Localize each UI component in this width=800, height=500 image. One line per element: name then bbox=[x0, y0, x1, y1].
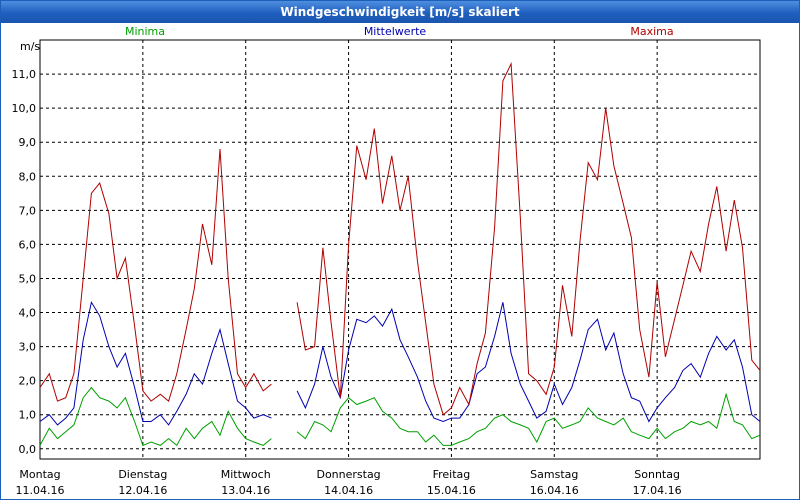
x-tick-day: Freitag bbox=[433, 468, 471, 481]
y-tick-label: 4,0 bbox=[19, 307, 37, 320]
x-tick-day: Mittwoch bbox=[221, 468, 271, 481]
y-tick-label: 9,0 bbox=[19, 136, 37, 149]
y-tick-label: 6,0 bbox=[19, 238, 37, 251]
x-tick-day: Montag bbox=[19, 468, 60, 481]
y-tick-label: 2,0 bbox=[19, 375, 37, 388]
x-tick-day: Dienstag bbox=[118, 468, 167, 481]
series-line-minima bbox=[39, 386, 761, 447]
legend-entry-maxima: Maxima bbox=[630, 25, 673, 38]
x-tick-day: Samstag bbox=[530, 468, 578, 481]
series-lines bbox=[39, 61, 761, 447]
y-tick-label: 5,0 bbox=[19, 272, 37, 285]
series-line-maxima bbox=[39, 61, 761, 416]
y-tick-label: 10,0 bbox=[12, 102, 37, 115]
y-axis-label: m/s bbox=[20, 40, 40, 53]
x-tick-day: Donnerstag bbox=[316, 468, 380, 481]
x-tick-day: Sonntag bbox=[634, 468, 680, 481]
grid bbox=[40, 40, 760, 459]
y-tick-label: 3,0 bbox=[19, 341, 37, 354]
x-tick-date: 12.04.16 bbox=[118, 484, 167, 497]
y-tick-label: 1,0 bbox=[19, 409, 37, 422]
y-tick-label: 11,0 bbox=[12, 68, 37, 81]
x-tick-date: 13.04.16 bbox=[221, 484, 270, 497]
x-tick-labels: Montag 11.04.16 Dienstag 12.04.16 Mittwoch 13… bbox=[16, 468, 682, 497]
y-tick-label: 7,0 bbox=[19, 204, 37, 217]
x-tick-date: 17.04.16 bbox=[633, 484, 682, 497]
y-tick-label: 0,0 bbox=[19, 443, 37, 456]
x-tick-date: 15.04.16 bbox=[427, 484, 476, 497]
x-tick-date: 11.04.16 bbox=[16, 484, 65, 497]
series-line-mittelwerte bbox=[39, 300, 761, 426]
legend-entry-minima: Minima bbox=[125, 25, 165, 38]
legend: Minima Mittelwerte Maxima bbox=[125, 25, 674, 38]
y-tick-labels: 0,0 1,0 2,0 3,0 4,0 5,0 6,0 7,0 8,0 9,0 10,0 11,0 bbox=[12, 68, 37, 456]
plot-area bbox=[39, 39, 761, 460]
y-tick-label: 8,0 bbox=[19, 170, 37, 183]
window-title: Windgeschwindigkeit [m/s] skaliert bbox=[1, 1, 799, 23]
x-tick-date: 14.04.16 bbox=[324, 484, 373, 497]
x-tick-date: 16.04.16 bbox=[530, 484, 579, 497]
legend-entry-mittelwerte: Mittelwerte bbox=[364, 25, 427, 38]
